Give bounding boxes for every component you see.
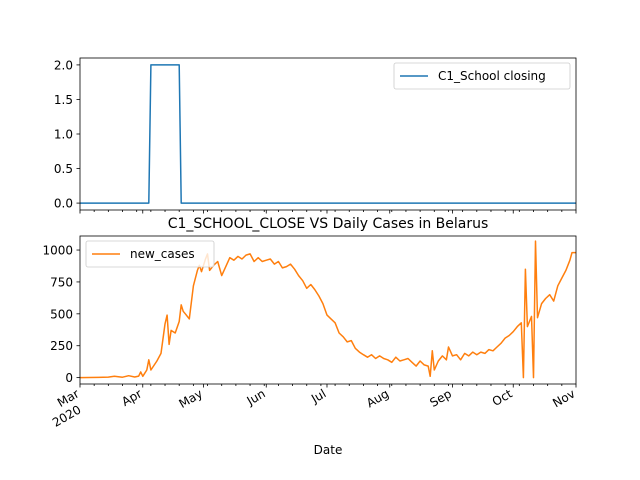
y-tick-label: 250 (50, 339, 73, 353)
y-tick-label: 0.5 (54, 162, 73, 176)
y-tick-label: 750 (50, 275, 73, 289)
top-x-ticks (79, 210, 577, 214)
top-y-ticks: 0.0 0.5 1.0 1.5 2.0 (54, 58, 80, 211)
y-tick-label: 1000 (42, 244, 73, 258)
bottom-legend-label: new_cases (130, 247, 195, 261)
y-tick-label: 2.0 (54, 58, 73, 72)
y-tick-label: 0 (65, 371, 73, 385)
bottom-y-ticks: 0 250 500 750 1000 (42, 244, 80, 385)
bottom-legend-box (85, 240, 215, 268)
new-cases-line (79, 240, 576, 379)
x-axis-label: Date (314, 443, 343, 457)
top-legend-box (393, 62, 571, 90)
school-closing-line (80, 64, 576, 204)
bottom-axes-frame (79, 235, 577, 385)
bottom-legend: new_cases (85, 240, 215, 268)
y-tick-label: 0.0 (54, 197, 73, 211)
top-legend-label: C1_School closing (438, 69, 546, 83)
y-tick-label: 500 (50, 307, 73, 321)
y-tick-label: 1.5 (54, 93, 73, 107)
top-axes: 0.0 0.5 1.0 1.5 2.0 C1_School closing (54, 57, 577, 214)
y-tick-label: 1.0 (54, 128, 73, 142)
chart-title: C1_SCHOOL_CLOSE VS Daily Cases in Belaru… (168, 216, 489, 232)
x-tick-label: Jul (308, 386, 328, 406)
top-legend: C1_School closing (393, 62, 571, 90)
